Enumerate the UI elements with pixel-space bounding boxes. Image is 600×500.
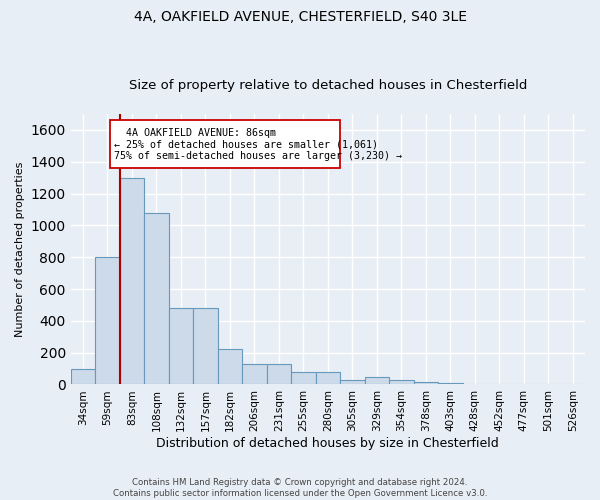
Bar [71,368,95,384]
Text: 4A OAKFIELD AVENUE: 86sqm
← 25% of detached houses are smaller (1,061)
75% of se: 4A OAKFIELD AVENUE: 86sqm ← 25% of detac… [113,128,401,161]
Title: Size of property relative to detached houses in Chesterfield: Size of property relative to detached ho… [128,79,527,92]
Bar [169,308,193,384]
Bar [340,380,365,384]
Text: 4A, OAKFIELD AVENUE, CHESTERFIELD, S40 3LE: 4A, OAKFIELD AVENUE, CHESTERFIELD, S40 3… [133,10,467,24]
Y-axis label: Number of detached properties: Number of detached properties [15,162,25,337]
X-axis label: Distribution of detached houses by size in Chesterfield: Distribution of detached houses by size … [157,437,499,450]
Bar [291,372,316,384]
Bar [95,257,119,384]
Bar [438,383,463,384]
Bar [119,178,144,384]
Bar [389,380,413,384]
Bar [365,376,389,384]
Bar [242,364,266,384]
Bar [413,382,438,384]
Bar [266,364,291,384]
FancyBboxPatch shape [110,120,340,168]
Bar [144,212,169,384]
Bar [193,308,218,384]
Bar [316,372,340,384]
Bar [218,350,242,384]
Text: Contains HM Land Registry data © Crown copyright and database right 2024.
Contai: Contains HM Land Registry data © Crown c… [113,478,487,498]
